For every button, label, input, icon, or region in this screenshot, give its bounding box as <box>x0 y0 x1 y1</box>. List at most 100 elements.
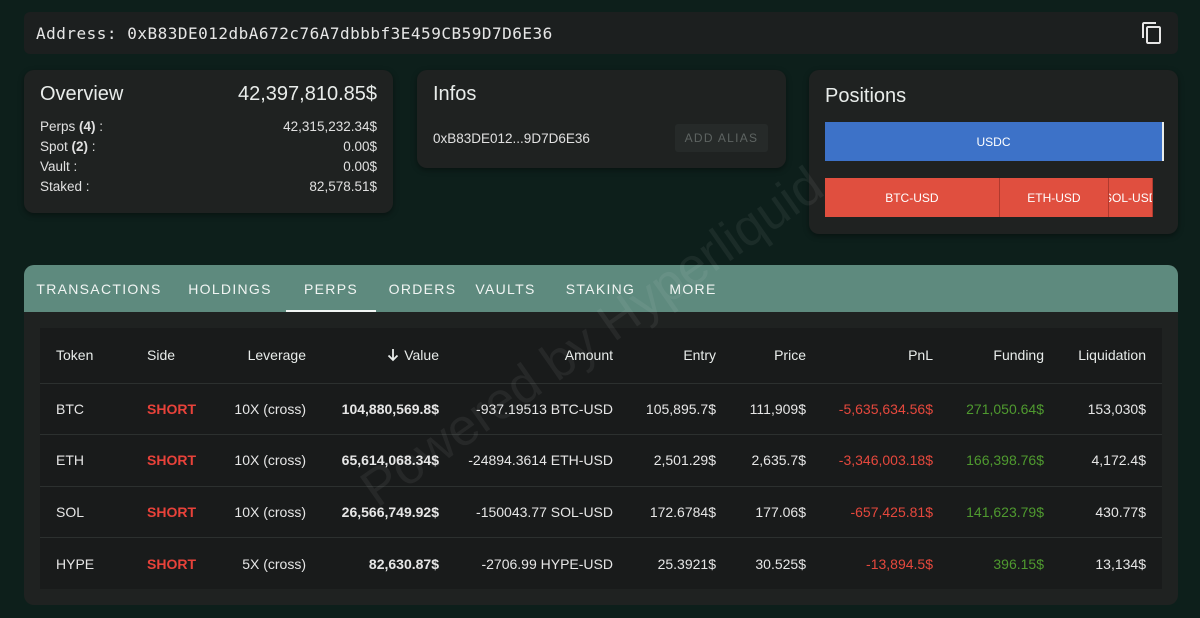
cell-price: 30.525$ <box>755 555 806 572</box>
cell-liquidation: 430.77$ <box>1060 486 1162 538</box>
cell-liquidation: 13,134$ <box>1095 555 1146 572</box>
cell-liquidation: 153,030$ <box>1060 383 1162 435</box>
overview-row-value: 82,578.51$ <box>309 179 377 194</box>
header-side[interactable]: Side <box>131 328 216 384</box>
tab-staking[interactable]: STAKING <box>565 280 636 297</box>
table-body: BTC SHORT 10X (cross) 104,880,569.8$ -937.19… <box>40 383 1162 589</box>
cell-funding: 271,050.64$ <box>949 383 1060 435</box>
overview-row-label: Staked : <box>40 179 90 194</box>
cell-side: SHORT <box>147 555 196 572</box>
cell-leverage: 10X (cross) <box>216 486 322 538</box>
cell-price: 177.06$ <box>732 486 822 538</box>
tab-orders[interactable]: ORDERS <box>388 280 457 297</box>
cell-price: 111,909$ <box>732 383 822 435</box>
address-value: 0xB83DE012dbA672c76A7dbbbf3E459CB59D7D6E… <box>127 23 553 43</box>
infos-card: Infos 0xB83DE012...9D7D6E36 ADD ALIAS <box>417 70 786 168</box>
header-price[interactable]: Price <box>732 328 822 384</box>
add-alias-button[interactable]: ADD ALIAS <box>675 124 768 152</box>
cell-pnl: -3,346,003.18$ <box>822 434 949 487</box>
cell-token: BTC <box>40 383 131 435</box>
cell-liquidation: 4,172.4$ <box>1060 434 1162 487</box>
perps-table: Token Side Leverage Value Amount Entry P… <box>40 328 1162 589</box>
cell-side: SHORT <box>131 383 216 435</box>
cell-entry: 2,501.29$ <box>629 434 732 487</box>
header-value-label: Value <box>404 347 439 364</box>
table-row[interactable]: ETH SHORT 10X (cross) 65,614,068.34$ -24894.… <box>40 434 1162 487</box>
cell-pnl: -13,894.5$ <box>866 555 933 572</box>
cell-pnl: -657,425.81$ <box>822 486 949 538</box>
cell-pnl: -5,635,634.56$ <box>822 383 949 435</box>
cell-amount: -937.19513 BTC-USD <box>455 383 629 435</box>
position-segment[interactable]: ETH-USD <box>999 178 1110 217</box>
header-pnl[interactable]: PnL <box>822 328 949 384</box>
cell-side: SHORT <box>131 486 216 538</box>
header-token[interactable]: Token <box>40 328 131 384</box>
header-leverage[interactable]: Leverage <box>216 328 322 384</box>
main-panel: TRANSACTIONS HOLDINGS PERPS ORDERS VAULTS STA… <box>24 265 1178 605</box>
table-row[interactable]: BTC SHORT 10X (cross) 104,880,569.8$ -937.19… <box>40 383 1162 435</box>
header-value[interactable]: Value <box>322 328 455 384</box>
infos-title: Infos <box>433 83 477 105</box>
overview-row-label: Vault : <box>40 159 78 174</box>
cell-token: SOL <box>40 486 131 538</box>
address-text: Address: 0xB83DE012dbA672c76A7dbbbf3E459… <box>36 24 553 43</box>
cell-funding: 141,623.79$ <box>949 486 1060 538</box>
cell-funding: 166,398.76$ <box>949 434 1060 487</box>
position-segment[interactable]: BTC-USD <box>825 178 1000 217</box>
overview-card: Overview 42,397,810.85$ Perps (4) : 42,31… <box>24 70 393 213</box>
tab-holdings[interactable]: HOLDINGS <box>188 280 272 297</box>
arrow-down-icon <box>386 348 400 362</box>
table-row[interactable]: SOL SHORT 10X (cross) 26,566,749.92$ -150043… <box>40 486 1162 538</box>
cell-value: 65,614,068.34$ <box>322 434 455 487</box>
table-header-row: Token Side Leverage Value Amount Entry P… <box>40 328 1162 384</box>
overview-rows: Perps (4) : 42,315,232.34$ Spot (2) : 0.00$… <box>40 117 377 197</box>
positions-title: Positions <box>825 85 907 107</box>
infos-short-address: 0xB83DE012...9D7D6E36 <box>433 130 590 146</box>
header-liquidation[interactable]: Liquidation <box>1060 328 1162 384</box>
cell-amount: -2706.99 HYPE-USD <box>481 555 613 572</box>
overview-row-value: 0.00$ <box>343 139 377 154</box>
overview-row-value: 0.00$ <box>343 159 377 174</box>
cell-entry: 172.6784$ <box>629 486 732 538</box>
tab-vaults[interactable]: VAULTS <box>475 280 536 297</box>
tab-bar: TRANSACTIONS HOLDINGS PERPS ORDERS VAULTS STA… <box>24 265 1178 312</box>
cell-amount: -150043.77 SOL-USD <box>455 486 629 538</box>
header-funding[interactable]: Funding <box>949 328 1060 384</box>
cell-leverage: 10X (cross) <box>216 383 322 435</box>
perps-table-container: Token Side Leverage Value Amount Entry P… <box>40 328 1162 589</box>
position-bar-usdc[interactable]: USDC <box>825 122 1164 161</box>
overview-row: Vault : 0.00$ <box>40 157 377 177</box>
cell-leverage: 10X (cross) <box>216 434 322 487</box>
overview-total: 42,397,810.85$ <box>237 82 377 105</box>
cell-token: HYPE <box>56 555 95 572</box>
cell-value: 82,630.87$ <box>368 555 439 572</box>
cell-entry: 25.3921$ <box>657 555 716 572</box>
overview-row: Staked : 82,578.51$ <box>40 177 377 197</box>
cell-leverage: 5X (cross) <box>242 555 306 572</box>
cell-token: ETH <box>40 434 131 487</box>
overview-row: Perps (4) : 42,315,232.34$ <box>40 117 377 137</box>
overview-row-label: Spot (2) : <box>40 139 96 154</box>
header-entry[interactable]: Entry <box>629 328 732 384</box>
copy-icon[interactable] <box>1140 21 1164 45</box>
cell-price: 2,635.7$ <box>732 434 822 487</box>
cell-value: 26,566,749.92$ <box>322 486 455 538</box>
tab-more[interactable]: MORE <box>669 280 717 297</box>
cell-side: SHORT <box>131 434 216 487</box>
cell-funding: 396.15$ <box>993 555 1044 572</box>
overview-title: Overview <box>40 82 124 105</box>
address-label: Address: <box>36 23 118 43</box>
address-bar: Address: 0xB83DE012dbA672c76A7dbbbf3E459… <box>24 12 1178 54</box>
position-segment[interactable]: SOL-USD <box>1109 178 1154 217</box>
overview-row: Spot (2) : 0.00$ <box>40 137 377 157</box>
table-row[interactable]: HYPE SHORT 5X (cross) 82,630.87$ -2706.99 HY… <box>40 538 1162 590</box>
header-amount[interactable]: Amount <box>455 328 629 384</box>
overview-row-label: Perps (4) : <box>40 119 104 134</box>
tab-transactions[interactable]: TRANSACTIONS <box>36 280 162 297</box>
cell-amount: -24894.3614 ETH-USD <box>455 434 629 487</box>
cell-value: 104,880,569.8$ <box>322 383 455 435</box>
cell-entry: 105,895.7$ <box>629 383 732 435</box>
tab-perps[interactable]: PERPS <box>286 265 376 312</box>
